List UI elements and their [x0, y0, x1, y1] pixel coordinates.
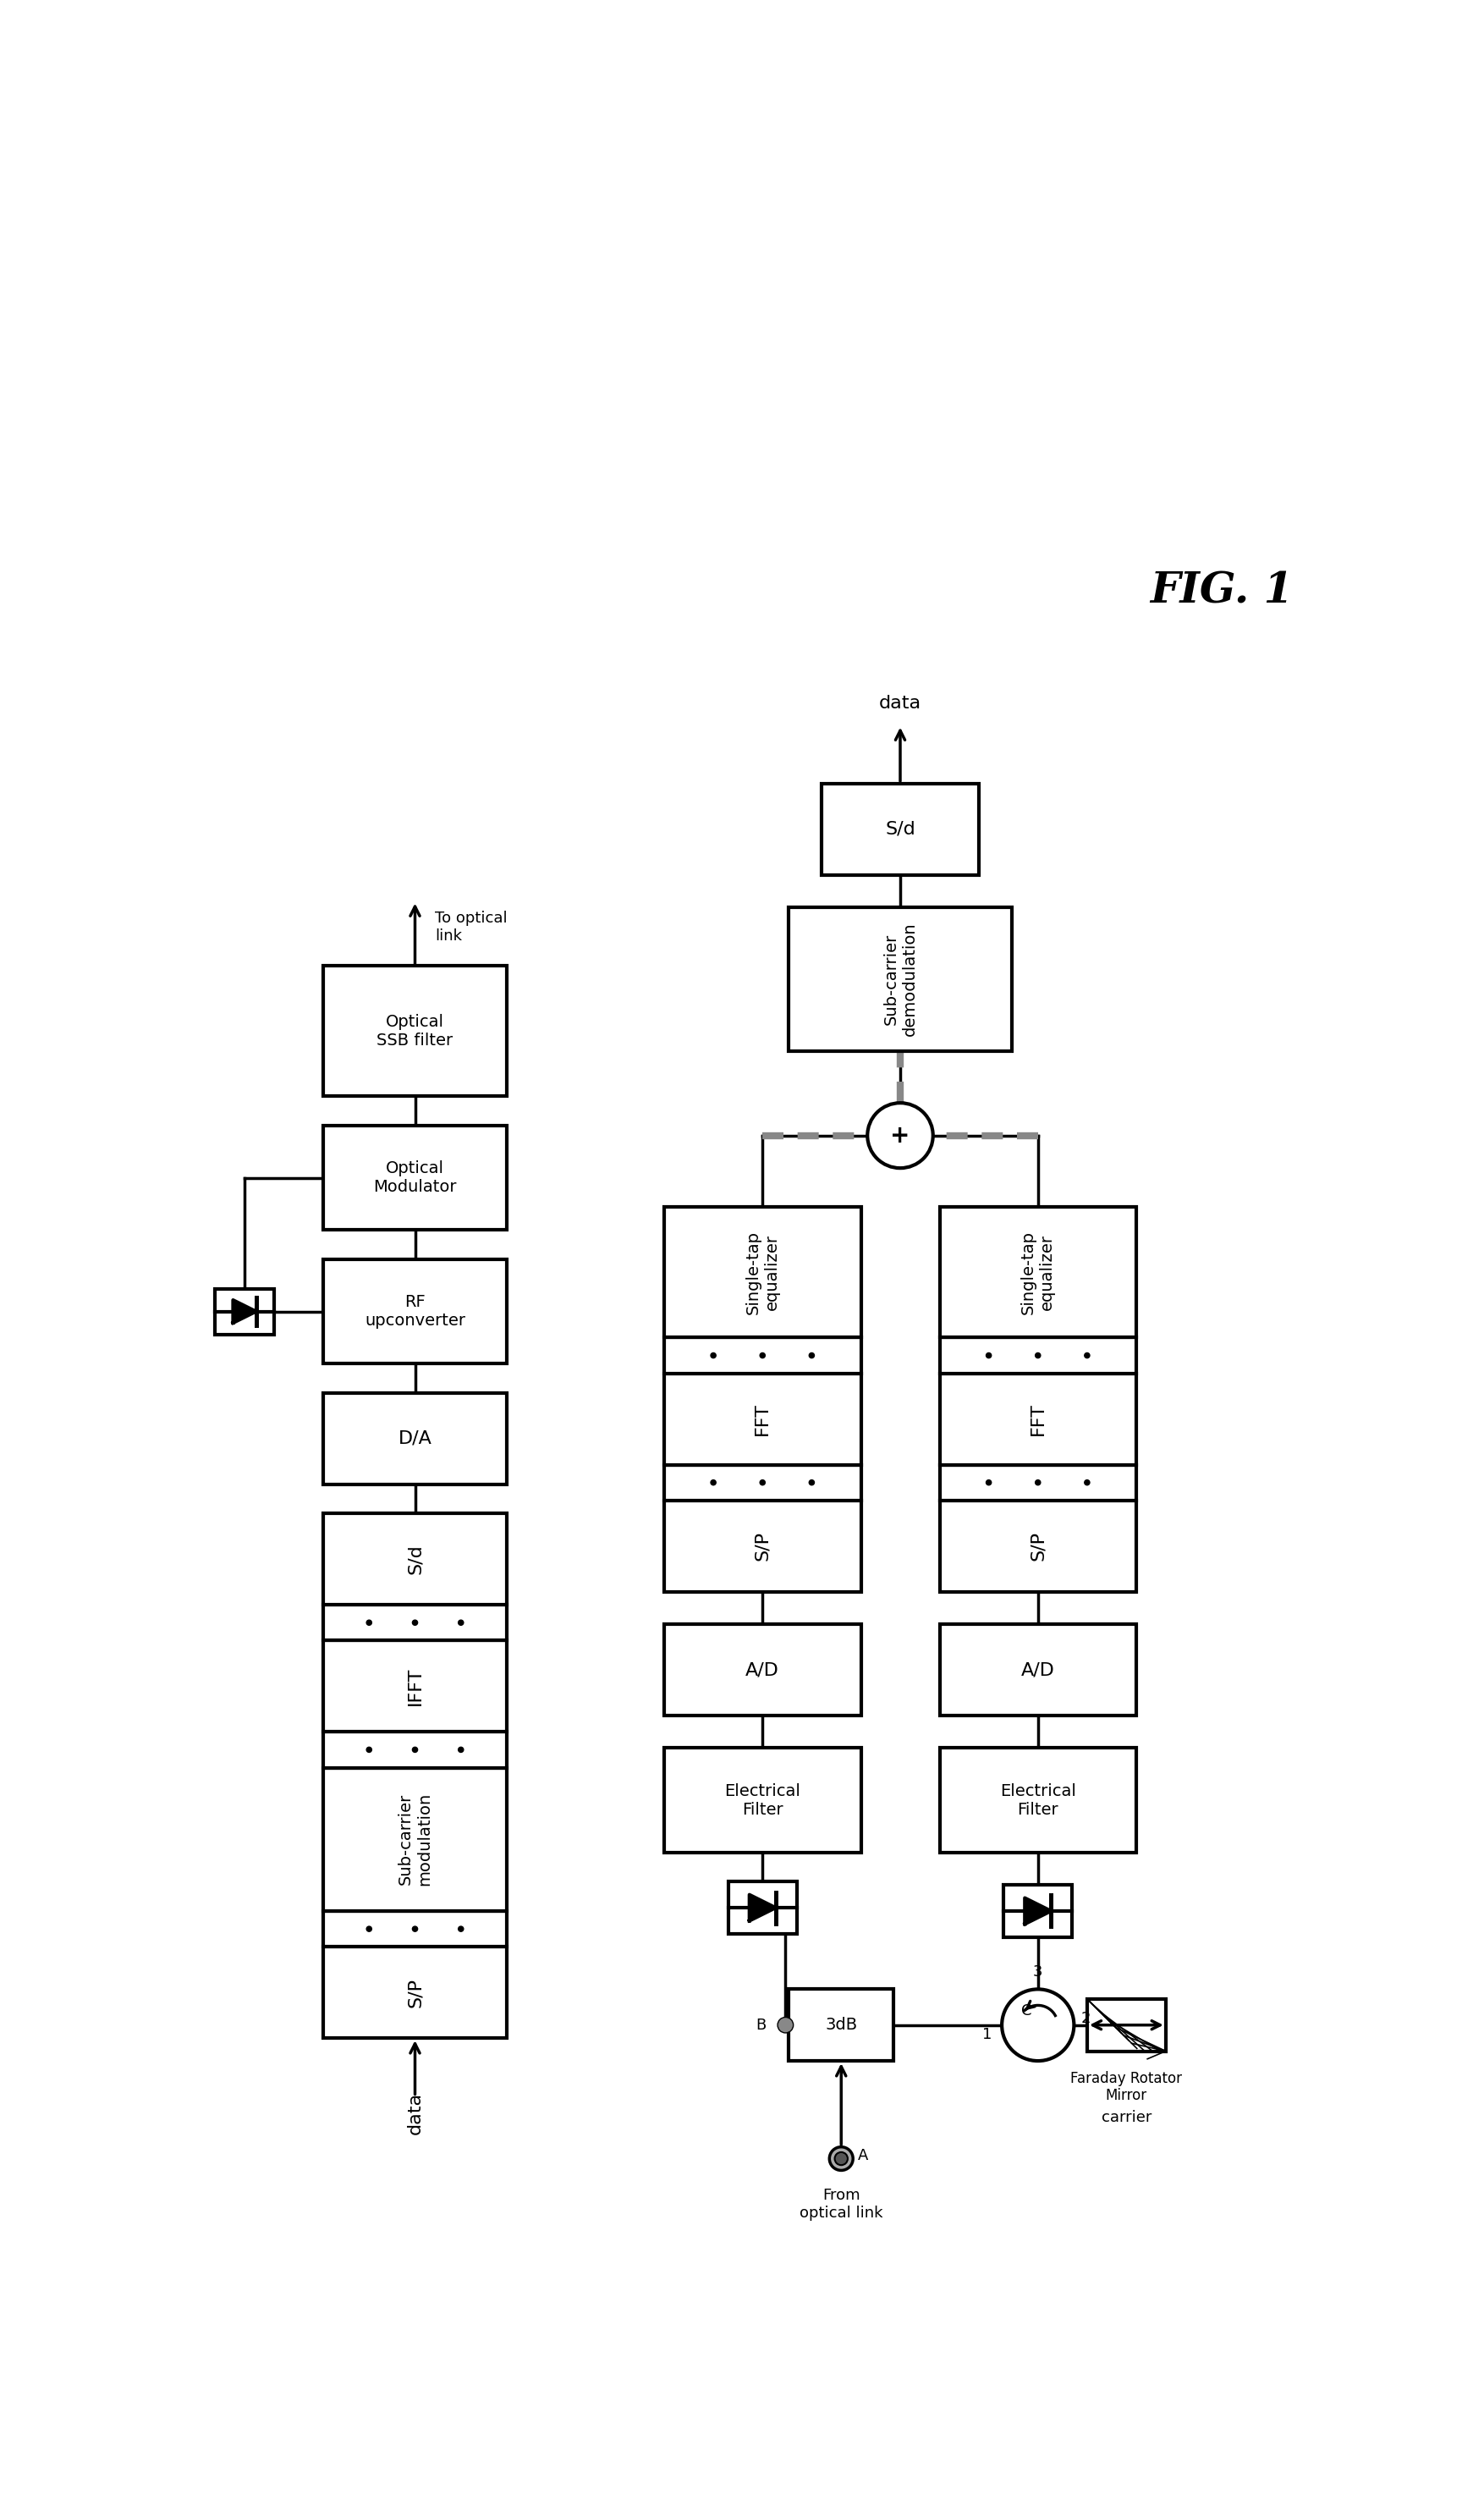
FancyBboxPatch shape	[939, 1499, 1137, 1592]
FancyBboxPatch shape	[324, 966, 508, 1095]
Circle shape	[367, 1619, 371, 1624]
Circle shape	[367, 1926, 371, 1931]
Circle shape	[459, 1926, 463, 1931]
Text: S/P: S/P	[1030, 1532, 1046, 1562]
FancyBboxPatch shape	[939, 1208, 1137, 1337]
FancyBboxPatch shape	[324, 1911, 508, 1946]
Text: A: A	[858, 2148, 868, 2163]
Text: From
optical link: From optical link	[800, 2188, 883, 2221]
Circle shape	[830, 2146, 853, 2171]
FancyBboxPatch shape	[729, 1881, 797, 1934]
FancyBboxPatch shape	[665, 1624, 861, 1717]
FancyBboxPatch shape	[939, 1337, 1137, 1372]
FancyBboxPatch shape	[324, 1604, 508, 1642]
Text: Sub-carrier
modulation: Sub-carrier modulation	[398, 1794, 432, 1886]
Polygon shape	[233, 1300, 255, 1322]
Text: 1: 1	[982, 2028, 991, 2043]
Circle shape	[459, 1746, 463, 1751]
FancyBboxPatch shape	[788, 908, 1012, 1050]
Circle shape	[809, 1480, 815, 1485]
Text: 3dB: 3dB	[825, 2016, 858, 2033]
FancyBboxPatch shape	[324, 1392, 508, 1485]
FancyBboxPatch shape	[665, 1372, 861, 1465]
Circle shape	[413, 1746, 417, 1751]
Circle shape	[760, 1352, 766, 1357]
Text: To optical
link: To optical link	[435, 911, 508, 943]
FancyBboxPatch shape	[939, 1465, 1137, 1499]
FancyBboxPatch shape	[665, 1465, 861, 1499]
Text: Faraday Rotator
Mirror: Faraday Rotator Mirror	[1070, 2071, 1183, 2103]
Text: data: data	[407, 2091, 423, 2133]
Text: IFFT: IFFT	[407, 1667, 423, 1707]
FancyBboxPatch shape	[324, 1732, 508, 1766]
Text: D/A: D/A	[398, 1430, 432, 1447]
FancyBboxPatch shape	[1088, 1998, 1166, 2051]
Text: Optical
SSB filter: Optical SSB filter	[377, 1013, 453, 1048]
Circle shape	[985, 1480, 991, 1485]
FancyBboxPatch shape	[939, 1372, 1137, 1465]
Circle shape	[711, 1480, 715, 1485]
Text: S/d: S/d	[884, 821, 916, 838]
Text: S/P: S/P	[407, 1979, 423, 2008]
FancyBboxPatch shape	[788, 1989, 893, 2061]
FancyBboxPatch shape	[324, 1642, 508, 1732]
Circle shape	[413, 1926, 417, 1931]
Circle shape	[834, 2153, 847, 2166]
Text: Sub-carrier
demodulation: Sub-carrier demodulation	[883, 923, 917, 1035]
Text: FFT: FFT	[1030, 1402, 1046, 1435]
Text: B: B	[755, 2018, 766, 2033]
Circle shape	[760, 1480, 766, 1485]
Circle shape	[1036, 1352, 1040, 1357]
Circle shape	[367, 1746, 371, 1751]
Circle shape	[1002, 1989, 1074, 2061]
FancyBboxPatch shape	[939, 1749, 1137, 1851]
Text: A/D: A/D	[1021, 1662, 1055, 1679]
FancyBboxPatch shape	[324, 1514, 508, 1604]
FancyBboxPatch shape	[939, 1624, 1137, 1717]
Text: 2: 2	[1080, 2011, 1091, 2026]
FancyBboxPatch shape	[324, 1946, 508, 2038]
Text: +: +	[890, 1123, 910, 1148]
FancyBboxPatch shape	[665, 1499, 861, 1592]
Polygon shape	[749, 1894, 776, 1921]
Text: A/D: A/D	[745, 1662, 779, 1679]
Text: FFT: FFT	[754, 1402, 772, 1435]
Polygon shape	[1025, 1899, 1051, 1924]
Text: Single-tap
equalizer: Single-tap equalizer	[745, 1230, 781, 1315]
Text: C: C	[1021, 2003, 1031, 2018]
Text: Electrical
Filter: Electrical Filter	[724, 1784, 800, 1816]
Text: 3: 3	[1033, 1964, 1043, 1979]
FancyBboxPatch shape	[215, 1287, 275, 1335]
Text: data: data	[879, 696, 922, 711]
Circle shape	[868, 1103, 933, 1168]
Text: RF
upconverter: RF upconverter	[365, 1295, 466, 1330]
Circle shape	[1085, 1480, 1089, 1485]
FancyBboxPatch shape	[324, 1125, 508, 1230]
Text: S/P: S/P	[754, 1532, 772, 1562]
Circle shape	[1036, 1480, 1040, 1485]
Text: Electrical
Filter: Electrical Filter	[1000, 1784, 1076, 1816]
Circle shape	[413, 1619, 417, 1624]
FancyBboxPatch shape	[1003, 1884, 1071, 1936]
FancyBboxPatch shape	[822, 783, 979, 876]
Circle shape	[809, 1352, 815, 1357]
Circle shape	[711, 1352, 715, 1357]
Text: Optical
Modulator: Optical Modulator	[374, 1160, 457, 1195]
FancyBboxPatch shape	[665, 1749, 861, 1851]
Text: carrier: carrier	[1101, 2111, 1152, 2126]
FancyBboxPatch shape	[665, 1208, 861, 1337]
Text: S/d: S/d	[407, 1544, 423, 1574]
FancyBboxPatch shape	[324, 1766, 508, 1911]
Circle shape	[459, 1619, 463, 1624]
Circle shape	[1085, 1352, 1089, 1357]
Text: FIG. 1: FIG. 1	[1150, 571, 1293, 611]
FancyBboxPatch shape	[665, 1337, 861, 1372]
Circle shape	[985, 1352, 991, 1357]
Circle shape	[778, 2018, 794, 2033]
Text: Single-tap
equalizer: Single-tap equalizer	[1021, 1230, 1055, 1315]
FancyBboxPatch shape	[324, 1260, 508, 1365]
